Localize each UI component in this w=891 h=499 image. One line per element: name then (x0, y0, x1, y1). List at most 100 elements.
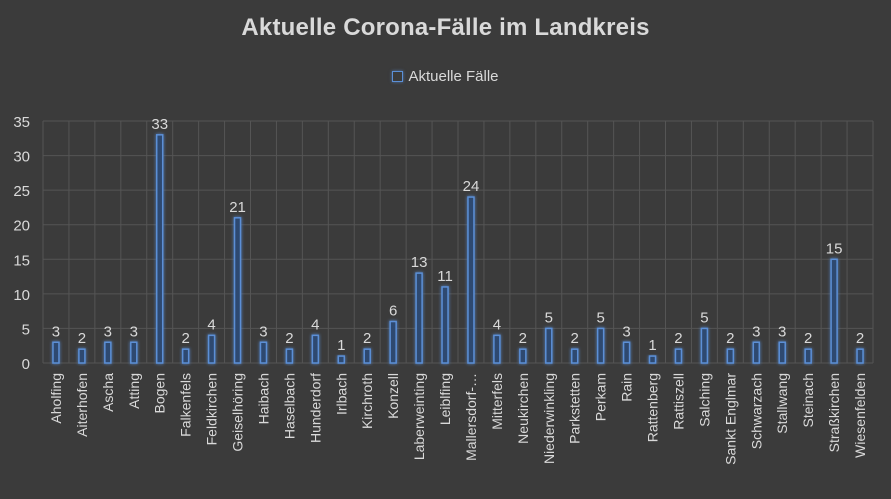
bar (467, 196, 475, 364)
category-label: Ascha (100, 373, 116, 412)
y-tick-label: 5 (22, 321, 30, 338)
bar (752, 341, 761, 364)
bar (726, 348, 735, 364)
bar (415, 272, 423, 364)
data-label: 2 (363, 330, 371, 347)
bar (130, 341, 138, 364)
category-label: Niederwinkling (541, 373, 557, 464)
category-label: Steinach (800, 373, 816, 427)
category-label: Aiterhofen (74, 373, 90, 437)
category-label: Haibach (255, 373, 271, 424)
category-label: Stallwang (774, 373, 790, 434)
category-label: Straßkirchen (826, 373, 842, 452)
category-label: Salching (696, 373, 712, 427)
bar (78, 348, 86, 364)
data-label: 3 (52, 323, 60, 340)
data-label: 3 (622, 323, 630, 340)
bar (155, 134, 164, 364)
bar (389, 320, 397, 364)
data-label: 3 (104, 323, 112, 340)
y-tick-label: 30 (13, 149, 30, 166)
legend: Aktuelle Fälle (0, 68, 891, 85)
bar (207, 334, 216, 364)
bar (311, 334, 320, 364)
category-label: Wiesenfelden (852, 373, 868, 458)
category-label: Feldkirchen (204, 373, 220, 445)
data-label: 2 (804, 330, 812, 347)
data-label: 3 (130, 323, 138, 340)
category-label: Neukirchen (515, 373, 531, 444)
category-label: Leiblfing (437, 373, 453, 425)
bar (104, 341, 112, 364)
bar (596, 327, 605, 364)
data-label: 1 (337, 337, 345, 354)
category-label: Parkstetten (567, 373, 583, 444)
category-label: Haselbach (281, 373, 297, 439)
bar (570, 348, 579, 364)
bar (700, 327, 709, 364)
y-tick-label: 25 (13, 183, 30, 200)
y-tick-label: 35 (13, 114, 30, 131)
data-label: 5 (596, 309, 604, 326)
y-tick-label: 20 (13, 218, 30, 235)
category-label: Hunderdorf (307, 373, 323, 443)
bar (674, 348, 683, 364)
bar (856, 348, 864, 364)
bar (181, 348, 190, 364)
data-label: 2 (571, 330, 579, 347)
category-label: Rattiszell (670, 373, 686, 430)
category-label: Rain (619, 373, 635, 402)
bar (804, 348, 812, 364)
data-label: 2 (856, 330, 864, 347)
bar (259, 341, 268, 364)
bar (441, 286, 449, 364)
category-label: Konzell (385, 373, 401, 419)
bar (233, 217, 242, 364)
data-label: 3 (778, 323, 786, 340)
bar (337, 355, 346, 364)
data-label: 33 (151, 116, 168, 133)
bar (285, 348, 294, 364)
data-label: 11 (437, 268, 453, 285)
data-label: 2 (674, 330, 682, 347)
category-label: Irlbach (333, 373, 349, 415)
bar (648, 355, 657, 364)
category-label: Sankt Englmar (722, 373, 738, 465)
category-label: Aholfing (48, 373, 64, 424)
category-label: Atting (126, 373, 142, 409)
bar (622, 341, 631, 364)
data-label: 6 (389, 303, 397, 320)
legend-swatch (392, 71, 404, 82)
bar (830, 258, 838, 364)
data-label: 21 (229, 199, 246, 216)
data-label: 5 (545, 309, 553, 326)
data-label: 2 (519, 330, 527, 347)
data-label: 2 (285, 330, 293, 347)
category-label: Perkam (593, 373, 609, 421)
chart-title: Aktuelle Corona-Fälle im Landkreis (241, 14, 650, 41)
category-label: Geiselhöring (230, 373, 246, 452)
y-tick-label: 10 (13, 287, 30, 304)
bar (493, 334, 501, 364)
y-tick-label: 0 (22, 356, 30, 373)
category-label: Kirchroth (359, 373, 375, 429)
category-label: Bogen (152, 373, 168, 413)
data-label: 13 (411, 254, 428, 271)
data-label: 4 (207, 316, 215, 333)
bar (778, 341, 786, 364)
data-label: 24 (463, 178, 480, 195)
bar (52, 341, 60, 364)
legend-label: Aktuelle Fälle (408, 68, 499, 85)
data-label: 4 (493, 316, 501, 333)
data-label: 2 (726, 330, 734, 347)
category-label: Mallersdorf-… (463, 373, 479, 461)
data-label: 3 (752, 323, 760, 340)
category-label: Rattenberg (645, 373, 661, 442)
category-label: Laberweinting (411, 373, 427, 460)
bar (519, 348, 527, 364)
data-label: 3 (259, 323, 267, 340)
bar (545, 327, 553, 364)
data-label: 15 (826, 240, 843, 257)
bar (363, 348, 371, 364)
